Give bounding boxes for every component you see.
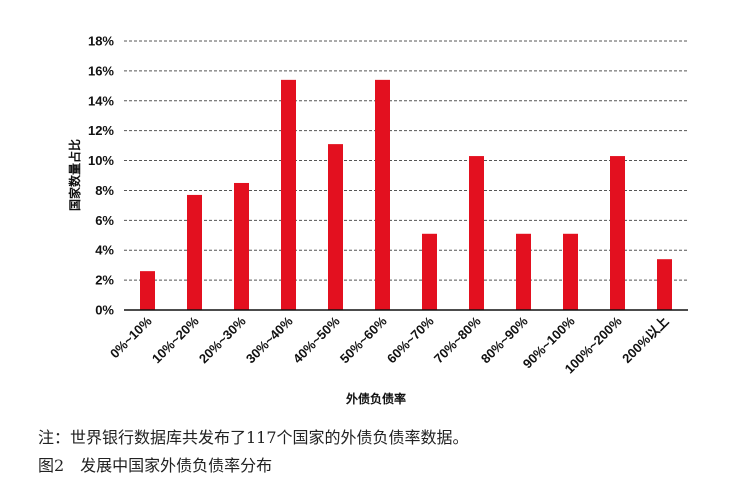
y-tick-label: 0% <box>95 303 114 318</box>
y-tick-label: 2% <box>95 273 114 288</box>
bar <box>234 182 249 310</box>
bar <box>563 233 578 310</box>
bar <box>281 79 296 310</box>
x-tick-label: 40%~50% <box>290 313 343 366</box>
y-tick-label: 14% <box>88 93 114 108</box>
x-tick-label: 10%~20% <box>149 313 202 366</box>
y-tick-label: 18% <box>88 34 114 49</box>
footnote: 注：世界银行数据库共发布了117个国家的外债负债率数据。 <box>38 428 469 447</box>
bar <box>469 156 484 310</box>
x-tick-label: 30%~40% <box>243 313 296 366</box>
x-tick-label: 0%~10% <box>107 313 155 361</box>
x-axis-ticks: 0%~10%10%~20%20%~30%30%~40%40%~50%50%~60… <box>107 313 672 376</box>
y-axis-title: 国家数量占比 <box>67 139 82 211</box>
gridlines <box>124 40 688 281</box>
bar <box>140 271 155 310</box>
x-tick-label: 60%~70% <box>384 313 437 366</box>
x-tick-label: 50%~60% <box>337 313 390 366</box>
y-tick-label: 12% <box>88 123 114 138</box>
bar <box>657 259 672 310</box>
bar <box>516 233 531 310</box>
x-axis-title: 外债负债率 <box>346 391 406 406</box>
y-tick-label: 10% <box>88 153 114 168</box>
y-tick-label: 16% <box>88 63 114 78</box>
bars <box>140 79 672 310</box>
x-tick-label: 200%以上 <box>619 314 672 367</box>
x-tick-label: 20%~30% <box>196 313 249 366</box>
y-tick-label: 4% <box>95 243 114 258</box>
bar <box>610 156 625 310</box>
bar <box>187 194 202 310</box>
figure-caption: 图2 发展中国家外债负债率分布 <box>38 456 273 475</box>
bar <box>328 144 343 310</box>
y-tick-label: 8% <box>95 183 114 198</box>
bar <box>375 79 390 310</box>
x-tick-label: 70%~80% <box>431 313 484 366</box>
bar-chart: 0%2%4%6%8%10%12%14%16%18% 0%~10%10%~20%2… <box>67 34 688 406</box>
bar <box>422 233 437 310</box>
y-axis-ticks: 0% 2% 4% 6% 8% 10% 12% 14% 16% 18% <box>88 34 114 318</box>
y-tick-label: 6% <box>95 213 114 228</box>
